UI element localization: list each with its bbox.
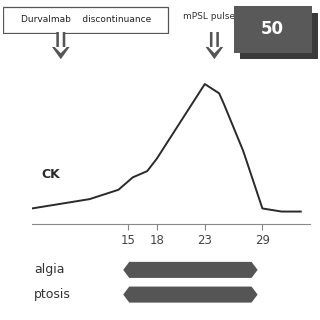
Text: ptosis: ptosis [34, 288, 71, 301]
Polygon shape [52, 32, 70, 59]
Text: CK: CK [42, 168, 60, 181]
Text: 50: 50 [261, 20, 284, 37]
Polygon shape [208, 32, 220, 53]
Polygon shape [206, 32, 223, 59]
Text: Durvalmab    discontinuance: Durvalmab discontinuance [21, 15, 152, 24]
FancyBboxPatch shape [3, 7, 168, 33]
Polygon shape [123, 287, 258, 303]
Polygon shape [123, 262, 258, 278]
Text: mPSL pulse×3days: mPSL pulse×3days [183, 12, 270, 21]
Text: algia: algia [34, 263, 64, 276]
FancyBboxPatch shape [234, 6, 312, 53]
Polygon shape [55, 32, 67, 53]
FancyBboxPatch shape [240, 13, 318, 59]
